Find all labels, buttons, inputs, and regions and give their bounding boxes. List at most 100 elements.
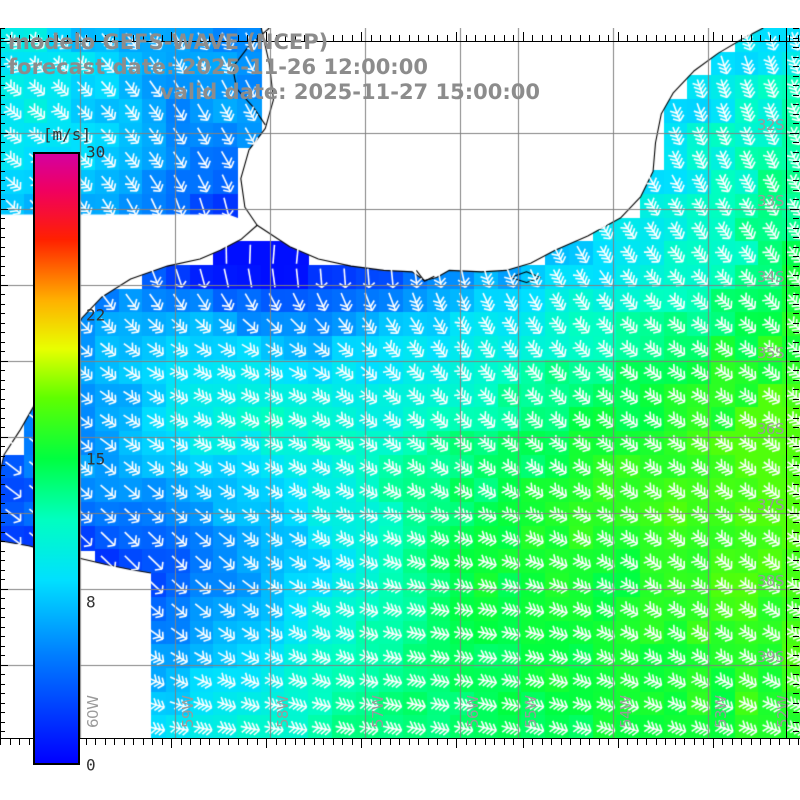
top-tick: [294, 35, 296, 41]
top-tick: [247, 35, 248, 41]
top-tick: [57, 35, 58, 41]
bottom-tick: [389, 739, 391, 745]
right-tick: [793, 332, 799, 333]
lon-label-59W: 59W: [179, 695, 197, 728]
top-tick: [646, 35, 647, 41]
colorbar-tick-8: 8: [86, 592, 96, 612]
top-tick: [674, 35, 676, 41]
bottom-tick: [731, 739, 733, 745]
top-tick: [342, 35, 343, 41]
right-tick: [793, 645, 799, 647]
bottom-tick: [617, 739, 619, 748]
graticule-grid-layer: [0, 28, 800, 738]
bottom-tick: [199, 739, 201, 745]
bottom-tick: [437, 739, 438, 745]
right-tick: [793, 417, 799, 419]
top-tick: [171, 32, 172, 41]
right-tick: [793, 398, 799, 400]
right-tick: [793, 617, 799, 618]
right-tick: [793, 341, 799, 343]
left-tick: [1, 674, 5, 675]
bottom-tick: [171, 739, 172, 748]
bottom-tick: [247, 739, 248, 745]
bottom-tick: [114, 739, 115, 745]
top-tick: [332, 35, 334, 41]
top-tick: [513, 35, 514, 41]
top-tick: [712, 32, 714, 41]
right-tick: [793, 189, 799, 191]
left-tick: [1, 132, 8, 134]
left-tick: [1, 94, 5, 96]
lat-label-32S: 32S: [756, 116, 785, 134]
bottom-tick: [551, 739, 552, 745]
right-tick: [793, 541, 799, 542]
lat-label-36S: 36S: [756, 420, 785, 438]
map-plot-area[interactable]: 32S33S34S35S36S37S38S39S61W60W59W58W57W5…: [0, 28, 800, 738]
left-tick: [1, 503, 5, 504]
left-tick: [1, 180, 5, 181]
top-tick: [9, 35, 11, 41]
left-tick: [1, 113, 5, 115]
right-tick: [793, 218, 799, 219]
lon-label-57W: 57W: [369, 695, 387, 728]
top-tick: [437, 35, 438, 41]
top-tick: [66, 35, 68, 41]
top-tick: [256, 35, 258, 41]
top-tick: [28, 35, 30, 41]
top-tick: [551, 35, 552, 41]
left-tick: [1, 474, 5, 476]
bottom-tick: [465, 739, 467, 745]
bottom-tick: [608, 739, 609, 745]
right-tick: [793, 522, 799, 523]
bottom-tick: [532, 739, 533, 745]
top-tick: [636, 35, 638, 41]
right-tick: [793, 531, 799, 533]
lon-label-54W: 54W: [617, 695, 635, 728]
right-tick: [793, 655, 799, 656]
left-tick: [1, 721, 5, 723]
bottom-tick: [323, 739, 324, 745]
top-tick: [627, 35, 628, 41]
right-tick: [793, 569, 799, 571]
top-tick: [541, 35, 543, 41]
bottom-tick: [228, 739, 229, 745]
left-tick: [1, 493, 5, 495]
left-tick: [1, 208, 8, 210]
left-tick: [1, 645, 5, 647]
bottom-tick: [712, 739, 714, 748]
left-tick: [1, 569, 5, 571]
left-tick: [1, 75, 5, 77]
right-tick: [793, 626, 799, 628]
lon-label-53W: 53W: [712, 695, 730, 728]
right-axis-ticks: [786, 28, 800, 738]
left-tick: [1, 655, 5, 656]
left-tick: [1, 389, 5, 390]
top-tick: [190, 35, 191, 41]
left-tick: [1, 370, 5, 371]
right-tick: [793, 322, 799, 324]
left-tick: [1, 446, 5, 447]
bottom-tick: [85, 739, 87, 745]
right-tick: [793, 294, 799, 295]
top-tick: [494, 35, 495, 41]
right-tick: [793, 265, 799, 267]
bottom-tick: [703, 739, 704, 745]
bottom-tick: [693, 739, 695, 745]
colorbar-tick-0: 0: [86, 755, 96, 775]
bottom-tick: [161, 739, 163, 745]
right-tick: [793, 56, 799, 58]
bottom-tick: [475, 739, 476, 745]
bottom-tick: [798, 739, 799, 745]
left-tick: [1, 455, 5, 457]
right-tick: [790, 512, 799, 514]
left-tick: [1, 636, 5, 637]
right-tick: [793, 484, 799, 485]
bottom-tick: [503, 739, 505, 745]
right-tick: [793, 503, 799, 504]
bottom-tick: [275, 739, 277, 745]
bottom-tick: [351, 739, 353, 745]
left-tick: [1, 465, 5, 466]
top-tick: [47, 35, 49, 41]
top-tick: [180, 35, 182, 41]
bottom-tick: [370, 739, 372, 745]
